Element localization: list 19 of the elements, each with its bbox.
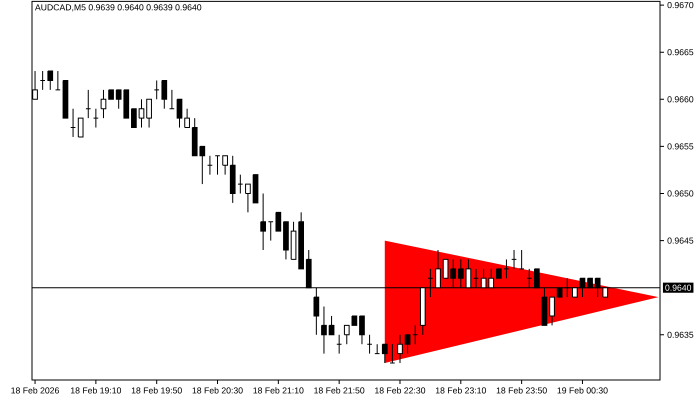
x-tick-label: 19 Feb 00:30 (558, 387, 608, 394)
x-tick-label: 18 Feb 23:50 (496, 387, 547, 394)
x-tick-label: 18 Feb 20:30 (192, 387, 243, 394)
x-tick-label: 18 Feb 2026 (11, 387, 59, 394)
y-tick-label: 0.9655 (668, 143, 694, 150)
x-tick-label: 18 Feb 19:50 (132, 387, 182, 394)
y-tick-label: 0.9660 (668, 96, 694, 102)
ref-line-label: 0.9640 (665, 284, 692, 291)
chart-title: AUDCAD,M5 0.9639 0.9640 0.9639 0.9640 (34, 4, 202, 12)
x-tick-label: 18 Feb 19:10 (70, 387, 122, 394)
y-tick-label: 0.9650 (668, 190, 694, 197)
y-tick-label: 0.9645 (668, 238, 694, 244)
y-tick-label: 0.9665 (668, 49, 694, 56)
x-tick-label: 18 Feb 21:50 (314, 387, 364, 394)
x-tick-label: 18 Feb 21:10 (253, 387, 304, 394)
y-tick-label: 0.9670 (668, 2, 694, 8)
x-tick-label: 18 Feb 22:30 (375, 387, 426, 394)
x-tick-label: 18 Feb 23:10 (436, 387, 486, 394)
y-tick-label: 0.9635 (668, 332, 694, 338)
